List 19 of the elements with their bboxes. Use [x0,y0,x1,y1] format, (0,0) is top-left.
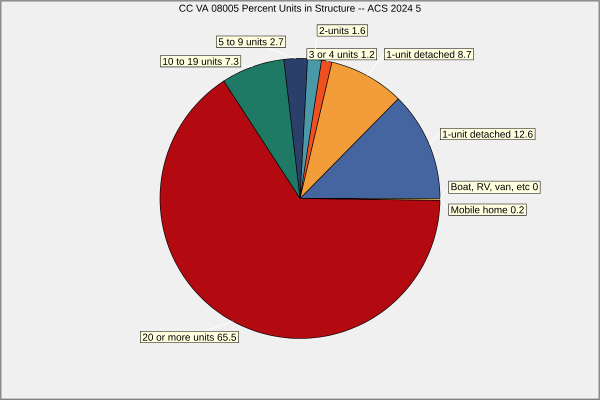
text: 0 [533,183,538,190]
data-label: 7.3 [225,58,238,65]
data-label: 65.5 [218,334,236,341]
data-label: 2.7 [270,38,284,46]
slice-label: Mobile home [451,206,508,214]
slice-label: 20 or more units [142,333,214,341]
slice-label: 10 to 19 units [163,58,222,65]
data-label: 1.2 [362,50,374,58]
data-label: 8.7 [458,50,472,58]
slice-label: 5 to 9 units [218,38,267,46]
chart-title: CC VA 08005 Percent Units in Structure -- ACS 2024 5 [179,4,421,12]
data-label: 1.6 [352,27,366,34]
slice-label: 1-unit detached [387,50,454,58]
slice-label: 2-units [320,26,349,34]
data-label: 12.6 [514,130,533,138]
slice-label: 1-unit detached [443,130,510,138]
slice-label: 3 or 4 units [309,50,358,58]
data-label: 0.2 [510,206,524,214]
legend-label: Boat, RV, van, etc [451,183,530,192]
